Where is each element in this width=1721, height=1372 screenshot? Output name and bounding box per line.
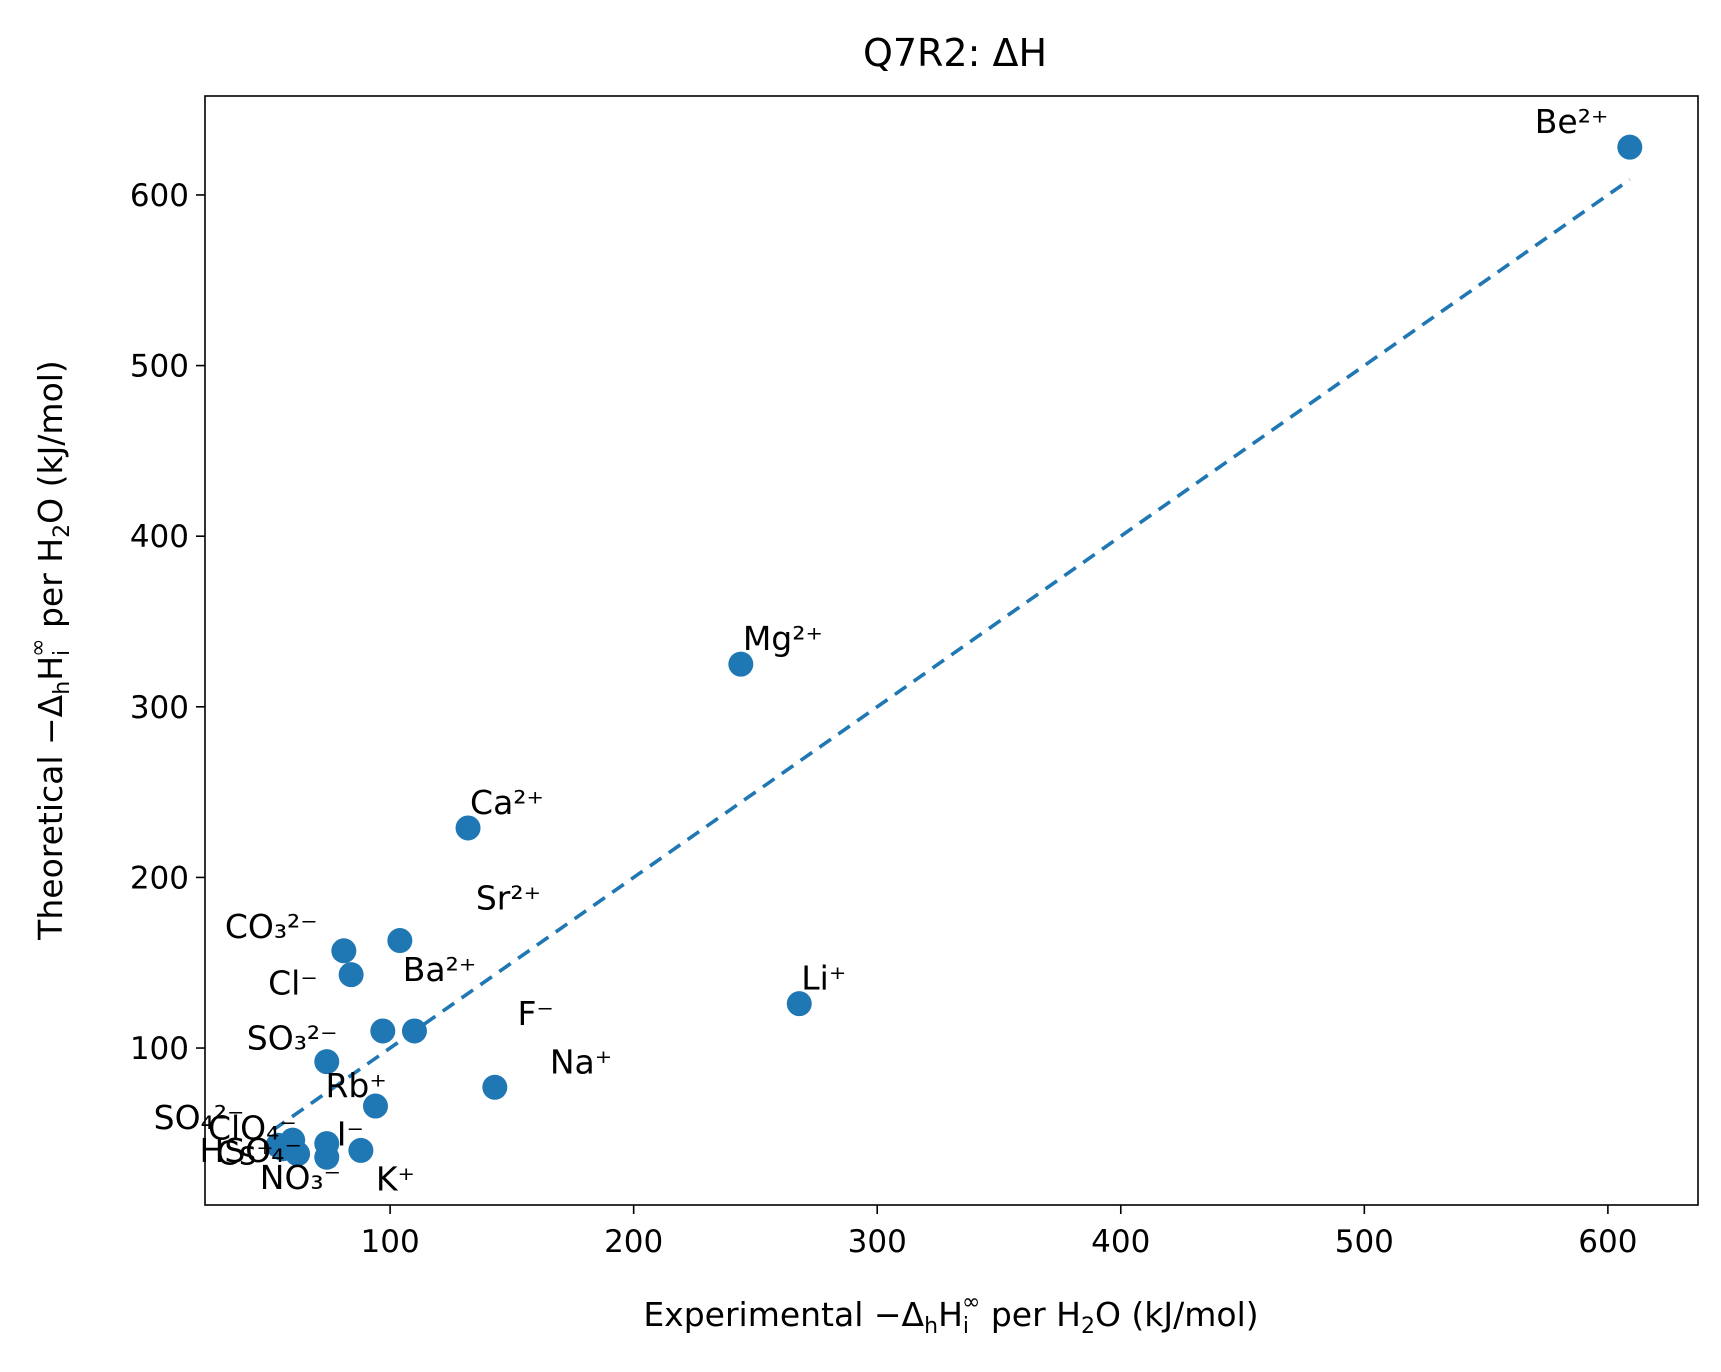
y-tick-label: 500 bbox=[130, 349, 189, 385]
data-point bbox=[786, 991, 812, 1017]
point-label: Ba²⁺ bbox=[403, 950, 477, 989]
y-axis-label: Theoretical −ΔhHi∞ per H2O (kJ/mol) bbox=[26, 360, 75, 941]
point-label: I⁻ bbox=[337, 1115, 364, 1154]
point-label: SO₄²⁻ bbox=[154, 1098, 245, 1137]
y-tick-label: 200 bbox=[130, 860, 189, 896]
point-label: Be²⁺ bbox=[1535, 102, 1609, 141]
data-point bbox=[1617, 134, 1643, 160]
chart-title: Q7R2: ΔH bbox=[863, 31, 1047, 75]
x-tick-label: 200 bbox=[604, 1224, 663, 1260]
x-tick-label: 300 bbox=[848, 1224, 907, 1260]
x-tick-label: 100 bbox=[361, 1224, 420, 1260]
data-point bbox=[362, 1093, 388, 1119]
data-point bbox=[314, 1144, 340, 1170]
point-label: NO₃⁻ bbox=[260, 1158, 341, 1197]
x-axis-label: Experimental −ΔhHi∞ per H2O (kJ/mol) bbox=[643, 1290, 1258, 1339]
data-point bbox=[482, 1074, 508, 1100]
y-tick-label: 400 bbox=[130, 519, 189, 555]
data-point bbox=[370, 1018, 396, 1044]
point-label: F⁻ bbox=[517, 994, 553, 1033]
plot-frame bbox=[204, 95, 1699, 1206]
point-label: Mg²⁺ bbox=[743, 619, 823, 658]
point-label: CO₃²⁻ bbox=[225, 907, 318, 946]
y-tick-label: 600 bbox=[130, 178, 189, 214]
point-label: Sr²⁺ bbox=[476, 879, 541, 918]
point-labels-layer: Be²⁺ Mg²⁺ Ca²⁺ Sr²⁺ Ba²⁺ Li⁺ Na⁺ K⁺ Rb⁺ Cs⁺ F⁻ Cl⁻ I… bbox=[154, 102, 1609, 1198]
x-tick-label: 400 bbox=[1091, 1224, 1150, 1260]
data-point bbox=[348, 1137, 374, 1163]
x-tick-label: 500 bbox=[1335, 1224, 1394, 1260]
point-label: Li⁺ bbox=[801, 959, 846, 998]
point-label: HSO₄⁻ bbox=[200, 1131, 302, 1170]
point-label: Cl⁻ bbox=[268, 964, 318, 1003]
point-label: Rb⁺ bbox=[325, 1066, 386, 1105]
x-tick-label: 600 bbox=[1578, 1224, 1637, 1260]
y-tick-label: 100 bbox=[130, 1031, 189, 1067]
y-ticks-layer: 100 200 300 400 500 600 bbox=[130, 178, 205, 1067]
data-point bbox=[270, 1136, 296, 1162]
point-label: K⁺ bbox=[376, 1159, 415, 1198]
data-point bbox=[314, 1049, 340, 1075]
point-label: Ca²⁺ bbox=[470, 783, 544, 822]
fit-line bbox=[272, 178, 1631, 1132]
data-point bbox=[455, 815, 481, 841]
data-point bbox=[331, 938, 357, 964]
point-label: Na⁺ bbox=[550, 1042, 612, 1081]
points-layer bbox=[265, 134, 1643, 1170]
data-point bbox=[338, 962, 364, 988]
point-label: ClO₄⁻ bbox=[208, 1109, 297, 1148]
fit-line-layer bbox=[272, 178, 1631, 1132]
point-label: SO₃²⁻ bbox=[247, 1019, 338, 1058]
data-point bbox=[387, 928, 413, 954]
data-point bbox=[401, 1018, 427, 1044]
point-label: Cs⁺ bbox=[216, 1133, 274, 1172]
x-ticks-layer: 100 200 300 400 500 600 bbox=[361, 1205, 1637, 1260]
data-point bbox=[728, 651, 754, 677]
y-tick-label: 300 bbox=[130, 690, 189, 726]
